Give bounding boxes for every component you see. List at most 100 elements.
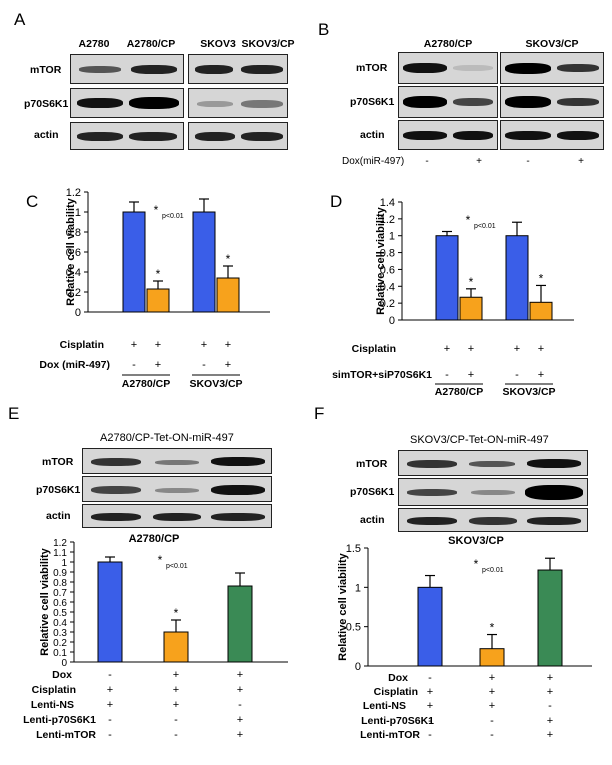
condition-value: - xyxy=(490,729,494,741)
blot-a-mtor-right xyxy=(188,54,288,84)
chart-e: 00.10.20.30.40.50.60.70.80.911.11.2Relat… xyxy=(23,533,288,741)
y-tick-label: 0 xyxy=(355,661,361,673)
condition-value: + xyxy=(237,714,243,726)
panel-label-d: D xyxy=(330,192,343,211)
band xyxy=(241,132,283,141)
band xyxy=(129,97,179,109)
condition-label: Dox xyxy=(52,669,72,681)
condition-value: - xyxy=(445,369,449,381)
y-tick-label: 0.8 xyxy=(66,227,81,239)
band xyxy=(403,96,447,108)
band xyxy=(153,513,201,521)
condition-value: + xyxy=(468,343,474,355)
y-tick-label: 0.3 xyxy=(53,628,67,639)
dox-value-b: + xyxy=(476,156,482,167)
band xyxy=(527,459,581,468)
y-tick-label: 0.4 xyxy=(53,618,67,629)
bar xyxy=(227,585,253,663)
condition-value: - xyxy=(132,359,136,371)
condition-value: + xyxy=(155,359,161,371)
panel-label-b: B xyxy=(318,20,330,39)
band xyxy=(195,132,235,141)
y-tick-label: 0.2 xyxy=(53,638,67,649)
annotation-star: * xyxy=(474,557,479,571)
condition-label: Lenti-p70S6K1 xyxy=(361,715,434,727)
band xyxy=(453,65,493,71)
blot-b-actin-left xyxy=(398,120,498,150)
group-label: A2780/CP xyxy=(122,378,170,390)
condition-value: + xyxy=(547,715,553,727)
y-tick-label: 1.2 xyxy=(66,187,81,199)
row-label-p70-f: p70S6K1 xyxy=(350,486,395,498)
annotation-star: * xyxy=(154,203,159,217)
significance-star: * xyxy=(174,606,179,620)
condition-value: + xyxy=(225,359,231,371)
band xyxy=(91,486,141,494)
y-tick-label: 1 xyxy=(75,207,81,219)
significance-star: * xyxy=(539,271,544,285)
condition-value: + xyxy=(237,729,243,741)
annotation-star: * xyxy=(466,213,471,227)
blot-e-p70 xyxy=(82,476,272,502)
blot-f-p70 xyxy=(398,478,588,506)
row-label-mtor-e: mTOR xyxy=(42,456,74,468)
band xyxy=(211,513,265,521)
band xyxy=(241,65,283,74)
blot-f-mtor xyxy=(398,450,588,476)
condition-value: + xyxy=(155,339,161,351)
bar xyxy=(505,235,529,321)
row-label-actin-b: actin xyxy=(360,129,385,141)
condition-label: Cisplatin xyxy=(374,686,418,698)
condition-value: + xyxy=(547,672,553,684)
condition-label: simTOR+siP70S6K1 xyxy=(332,369,432,381)
band xyxy=(407,460,457,468)
condition-value: + xyxy=(131,339,137,351)
chart-title: A2780/CP xyxy=(129,533,180,545)
y-tick-label: 0.6 xyxy=(66,247,81,259)
band xyxy=(197,101,233,107)
condition-label: Lenti-mTOR xyxy=(360,729,420,741)
condition-value: + xyxy=(444,343,450,355)
condition-value: + xyxy=(547,729,553,741)
condition-value: + xyxy=(489,700,495,712)
y-axis-label: Relative cell viability xyxy=(375,206,387,314)
condition-value: - xyxy=(548,700,552,712)
panel-label-c: C xyxy=(26,192,39,211)
bar xyxy=(122,211,146,313)
condition-label: Dox xyxy=(388,672,408,684)
panel-label-f: F xyxy=(314,404,325,423)
band xyxy=(77,98,123,108)
y-tick-label: 1.1 xyxy=(53,548,67,559)
row-label-p70-b: p70S6K1 xyxy=(350,96,395,108)
group-skov3cp-b: SKOV3/CP xyxy=(525,38,579,50)
band xyxy=(407,517,457,525)
y-tick-label: 0.5 xyxy=(346,622,361,634)
row-label-p70-a: p70S6K1 xyxy=(24,98,69,110)
condition-value: + xyxy=(468,369,474,381)
blot-a-actin-right xyxy=(188,122,288,150)
band xyxy=(155,488,199,493)
group-label: A2780/CP xyxy=(435,386,483,398)
y-tick-label: 0.2 xyxy=(66,287,81,299)
condition-label: Lenti-p70S6K1 xyxy=(23,714,96,726)
y-tick-label: 0.1 xyxy=(53,648,67,659)
dox-value-b: + xyxy=(578,156,584,167)
condition-value: - xyxy=(490,715,494,727)
row-label-mtor-f: mTOR xyxy=(356,458,388,470)
annotation-p: p<0.01 xyxy=(474,223,496,230)
band xyxy=(505,131,551,140)
bar xyxy=(146,288,170,313)
y-tick-label: 0 xyxy=(389,315,395,327)
condition-value: + xyxy=(237,684,243,696)
blot-b-actin-right xyxy=(500,120,604,150)
lane-a2780cp: A2780/CP xyxy=(126,38,176,50)
band xyxy=(211,457,265,466)
y-tick-label: 0.8 xyxy=(53,578,67,589)
band xyxy=(557,131,599,140)
condition-value: - xyxy=(428,729,432,741)
group-label: SKOV3/CP xyxy=(502,386,555,398)
group-a2780cp-b: A2780/CP xyxy=(423,38,473,50)
row-label-actin-a: actin xyxy=(34,129,59,141)
